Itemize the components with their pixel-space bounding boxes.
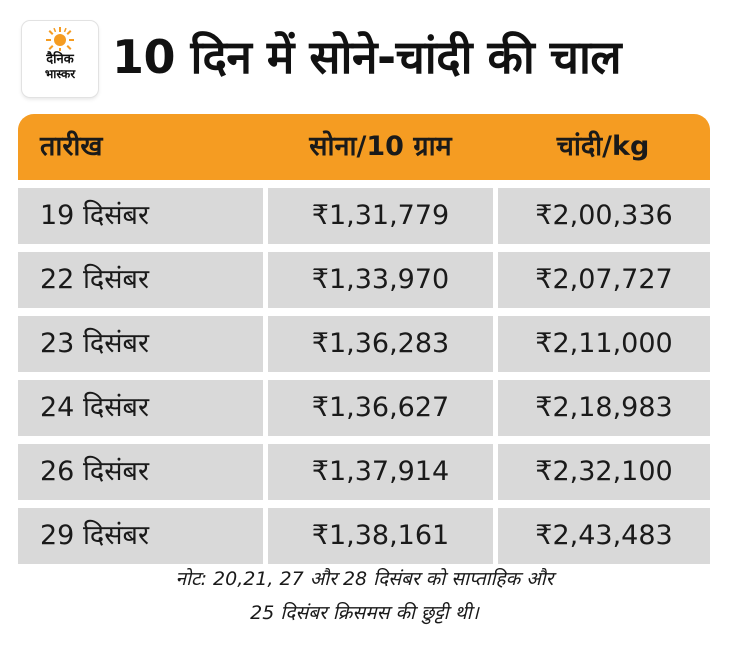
gold-price-cell: ₹1,36,627	[268, 380, 493, 436]
sun-icon	[46, 27, 74, 51]
silver-price-cell: ₹2,11,000	[498, 316, 710, 372]
table-row: 19 दिसंबर ₹1,31,779 ₹2,00,336	[18, 188, 710, 244]
date-cell: 24 दिसंबर	[18, 380, 263, 436]
page-title: 10 दिन में सोने-चांदी की चाल	[112, 30, 622, 84]
price-table: तारीख सोना/10 ग्राम चांदी/kg 19 दिसंबर ₹…	[18, 114, 710, 564]
logo-text-line1: दैनिक	[46, 52, 74, 67]
date-cell: 23 दिसंबर	[18, 316, 263, 372]
gold-price-cell: ₹1,33,970	[268, 252, 493, 308]
silver-price-cell: ₹2,43,483	[498, 508, 710, 564]
header-date: तारीख	[40, 131, 103, 162]
footnote-line2: 25 दिसंबर क्रिसमस की छुट्टी थी।	[250, 602, 479, 624]
table-row: 29 दिसंबर ₹1,38,161 ₹2,43,483	[18, 508, 710, 564]
date-cell: 26 दिसंबर	[18, 444, 263, 500]
gold-price-cell: ₹1,36,283	[268, 316, 493, 372]
date-cell: 19 दिसंबर	[18, 188, 263, 244]
table-row: 26 दिसंबर ₹1,37,914 ₹2,32,100	[18, 444, 710, 500]
date-cell: 29 दिसंबर	[18, 508, 263, 564]
header-silver: चांदी/kg	[556, 131, 650, 162]
gold-price-cell: ₹1,38,161	[268, 508, 493, 564]
table-row: 23 दिसंबर ₹1,36,283 ₹2,11,000	[18, 316, 710, 372]
dainik-bhaskar-logo: दैनिक भास्कर	[22, 21, 98, 97]
table-row: 24 दिसंबर ₹1,36,627 ₹2,18,983	[18, 380, 710, 436]
footnote: नोट: 20,21, 27 और 28 दिसंबर को साप्ताहिक…	[0, 562, 729, 630]
logo-text-line2: भास्कर	[44, 67, 76, 81]
silver-price-cell: ₹2,07,727	[498, 252, 710, 308]
date-cell: 22 दिसंबर	[18, 252, 263, 308]
gold-price-cell: ₹1,31,779	[268, 188, 493, 244]
table-header: तारीख सोना/10 ग्राम चांदी/kg	[18, 114, 710, 180]
gold-price-cell: ₹1,37,914	[268, 444, 493, 500]
silver-price-cell: ₹2,32,100	[498, 444, 710, 500]
header-gold: सोना/10 ग्राम	[309, 131, 452, 162]
table-row: 22 दिसंबर ₹1,33,970 ₹2,07,727	[18, 252, 710, 308]
silver-price-cell: ₹2,18,983	[498, 380, 710, 436]
silver-price-cell: ₹2,00,336	[498, 188, 710, 244]
footnote-line1: नोट: 20,21, 27 और 28 दिसंबर को साप्ताहिक…	[175, 568, 554, 590]
